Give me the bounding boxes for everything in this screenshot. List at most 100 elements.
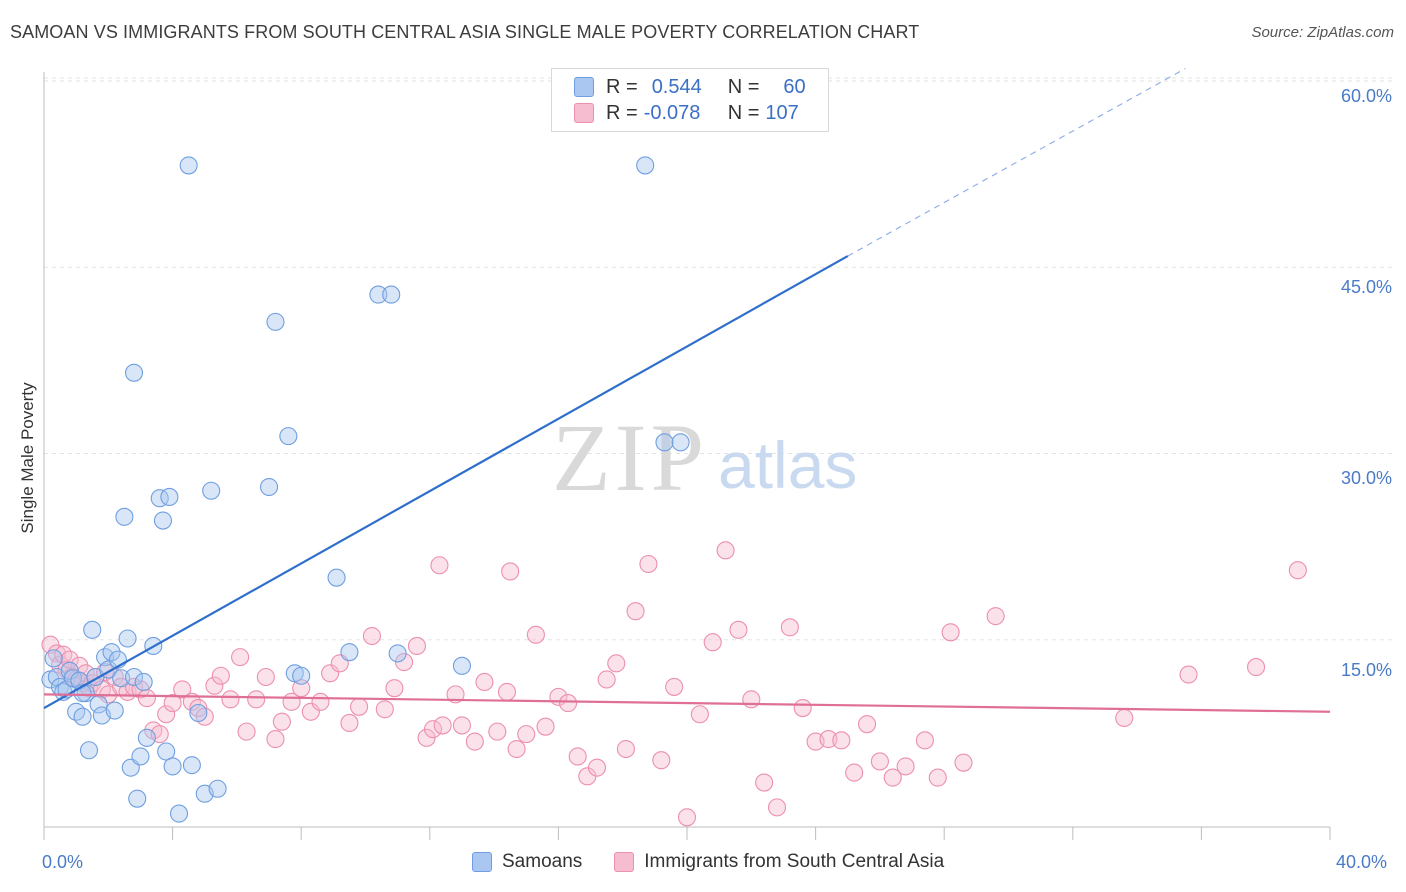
immigrants-point [385, 679, 404, 698]
y-tick-label-60: 60.0% [1340, 86, 1392, 106]
watermark: ZIP atlas [552, 404, 857, 511]
immigrants-point [845, 763, 864, 782]
trend-lines [43, 68, 1331, 713]
legend-row-samoans: R = 0.544 N = 60 [574, 75, 806, 99]
immigrants-point [639, 554, 658, 574]
legend-item-immigrants: Immigrants from South Central Asia [614, 851, 944, 873]
immigrants-point [375, 700, 394, 719]
immigrants-point [311, 692, 330, 711]
immigrants-point [362, 626, 381, 646]
immigrants-point [780, 618, 799, 637]
legend-r-value: 0.544 [651, 75, 702, 98]
series-samoans-points [41, 156, 690, 823]
immigrants-point [501, 562, 520, 581]
immigrants-point [173, 680, 192, 699]
immigrants-point [272, 712, 291, 731]
x-tick-label-min: 0.0% [42, 852, 84, 872]
samoans-point [118, 629, 137, 648]
samoans-point [266, 312, 285, 331]
samoans-point [169, 804, 189, 823]
axes-layer [43, 72, 1331, 840]
legend-n-value: 60 [783, 75, 806, 98]
immigrants-point [587, 758, 607, 777]
legend-r-value: -0.078 [643, 101, 701, 124]
samoans-point [202, 481, 221, 500]
immigrants-point [568, 747, 587, 766]
samoans-point [137, 728, 156, 747]
samoans-point [112, 669, 131, 688]
samoans-point [128, 789, 147, 808]
immigrants-point [986, 607, 1005, 626]
immigrants-point [1179, 665, 1198, 684]
immigrants-point [954, 753, 973, 772]
immigrants-point [211, 666, 230, 685]
immigrants-point [870, 752, 889, 771]
immigrants-point [488, 722, 507, 741]
samoans-point [153, 511, 173, 530]
immigrants-point [716, 541, 735, 560]
immigrants-point [452, 716, 472, 735]
source-label: Source: ZipAtlas.com [1251, 24, 1394, 41]
samoans-point [382, 285, 401, 304]
samoans-point [124, 363, 144, 382]
samoans-point [388, 644, 407, 663]
samoans-point [189, 703, 208, 723]
immigrants-point [857, 715, 877, 734]
samoans-point [292, 666, 311, 685]
immigrants-point [883, 768, 902, 787]
legend-r-label: R = [606, 75, 638, 98]
watermark-zip: ZIP [552, 404, 708, 511]
immigrants-point [616, 739, 635, 759]
samoans-point [452, 656, 472, 675]
samoans-point [115, 507, 134, 526]
legend-n-label: N = [727, 75, 760, 98]
immigrants-point [793, 698, 812, 718]
immigrants-point [755, 773, 774, 792]
immigrants-point [247, 690, 266, 709]
y-tick-label-30: 30.0% [1340, 468, 1392, 488]
immigrants-point [137, 689, 156, 708]
legend-swatch-blue [574, 77, 594, 97]
samoans-point [83, 620, 102, 639]
legend-swatch-blue [472, 852, 492, 872]
samoans-point [340, 643, 359, 662]
immigrants-point [497, 682, 517, 701]
samoans-point [163, 757, 182, 776]
immigrants-point [231, 648, 250, 667]
immigrants-point [626, 602, 645, 621]
immigrants-point [301, 702, 320, 721]
immigrants-point [350, 697, 369, 716]
x-tick-label-max: 40.0% [1336, 852, 1388, 872]
immigrants-point [819, 730, 838, 749]
samoans-point [134, 672, 153, 692]
stats-legend: R = 0.544 N = 60 R = -0.078 N = 107 [551, 68, 829, 132]
samoans-point [102, 643, 121, 662]
immigrants-point [423, 720, 443, 739]
series-legend: Samoans Immigrants from South Central As… [472, 851, 976, 873]
immigrants-point [896, 757, 915, 776]
immigrants-point [665, 677, 684, 696]
immigrants-point [941, 623, 960, 642]
immigrants-point [433, 716, 452, 735]
immigrants-point [163, 694, 182, 713]
immigrants-point [292, 679, 311, 698]
legend-swatch-pink [574, 103, 594, 123]
legend-n-label: N = [727, 101, 760, 124]
immigrants-point [475, 672, 494, 692]
samoans-point [279, 427, 298, 446]
legend-label-samoans: Samoans [502, 851, 583, 872]
samoans-point [327, 568, 346, 587]
samoans-point [208, 779, 227, 798]
immigrants-point [1115, 708, 1134, 728]
legend-row-immigrants: R = -0.078 N = 107 [574, 101, 799, 125]
immigrants-point [1247, 658, 1266, 677]
immigrants-point [446, 685, 465, 704]
immigrants-point [767, 798, 787, 817]
samoans-point [105, 701, 124, 720]
samoans-point [636, 156, 655, 175]
immigrants-point [465, 732, 484, 751]
immigrants-point [536, 717, 555, 736]
immigrants-point [690, 705, 709, 724]
immigrants-point [340, 713, 359, 732]
